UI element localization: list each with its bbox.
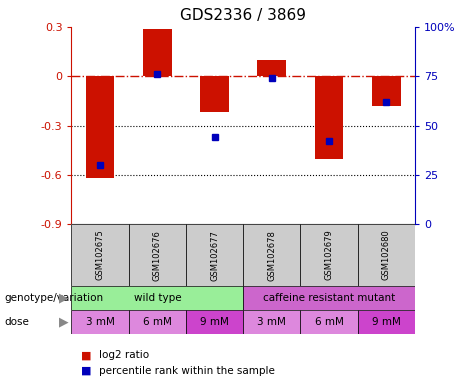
Text: GSM102678: GSM102678 — [267, 230, 276, 281]
Text: wild type: wild type — [134, 293, 181, 303]
Bar — [258, 60, 286, 76]
Text: ■: ■ — [81, 366, 91, 376]
Text: GSM102680: GSM102680 — [382, 230, 391, 280]
Bar — [71, 310, 129, 334]
Text: ■: ■ — [81, 350, 91, 360]
Bar — [243, 310, 301, 334]
Bar — [358, 224, 415, 286]
Text: ▶: ▶ — [59, 316, 68, 328]
Text: genotype/variation: genotype/variation — [5, 293, 104, 303]
Bar — [129, 224, 186, 286]
Text: GSM102677: GSM102677 — [210, 230, 219, 281]
Text: 6 mM: 6 mM — [143, 317, 172, 327]
Text: 3 mM: 3 mM — [86, 317, 114, 327]
Bar — [86, 76, 114, 178]
Text: GSM102675: GSM102675 — [95, 230, 105, 280]
Text: 6 mM: 6 mM — [314, 317, 343, 327]
Bar — [301, 224, 358, 286]
Bar — [71, 286, 243, 310]
Text: 3 mM: 3 mM — [257, 317, 286, 327]
Bar — [372, 76, 401, 106]
Text: GSM102676: GSM102676 — [153, 230, 162, 281]
Bar — [186, 310, 243, 334]
Bar — [143, 28, 171, 76]
Bar — [315, 76, 343, 159]
Bar — [358, 310, 415, 334]
Bar — [243, 224, 301, 286]
Text: ▶: ▶ — [59, 291, 68, 305]
Text: GSM102679: GSM102679 — [325, 230, 334, 280]
Text: log2 ratio: log2 ratio — [99, 350, 149, 360]
Bar — [243, 286, 415, 310]
Text: dose: dose — [5, 317, 30, 327]
Title: GDS2336 / 3869: GDS2336 / 3869 — [180, 8, 306, 23]
Text: 9 mM: 9 mM — [372, 317, 401, 327]
Bar — [186, 224, 243, 286]
Bar — [129, 310, 186, 334]
Bar — [200, 76, 229, 113]
Bar — [301, 310, 358, 334]
Text: percentile rank within the sample: percentile rank within the sample — [99, 366, 275, 376]
Text: 9 mM: 9 mM — [200, 317, 229, 327]
Text: caffeine resistant mutant: caffeine resistant mutant — [263, 293, 395, 303]
Bar — [71, 224, 129, 286]
